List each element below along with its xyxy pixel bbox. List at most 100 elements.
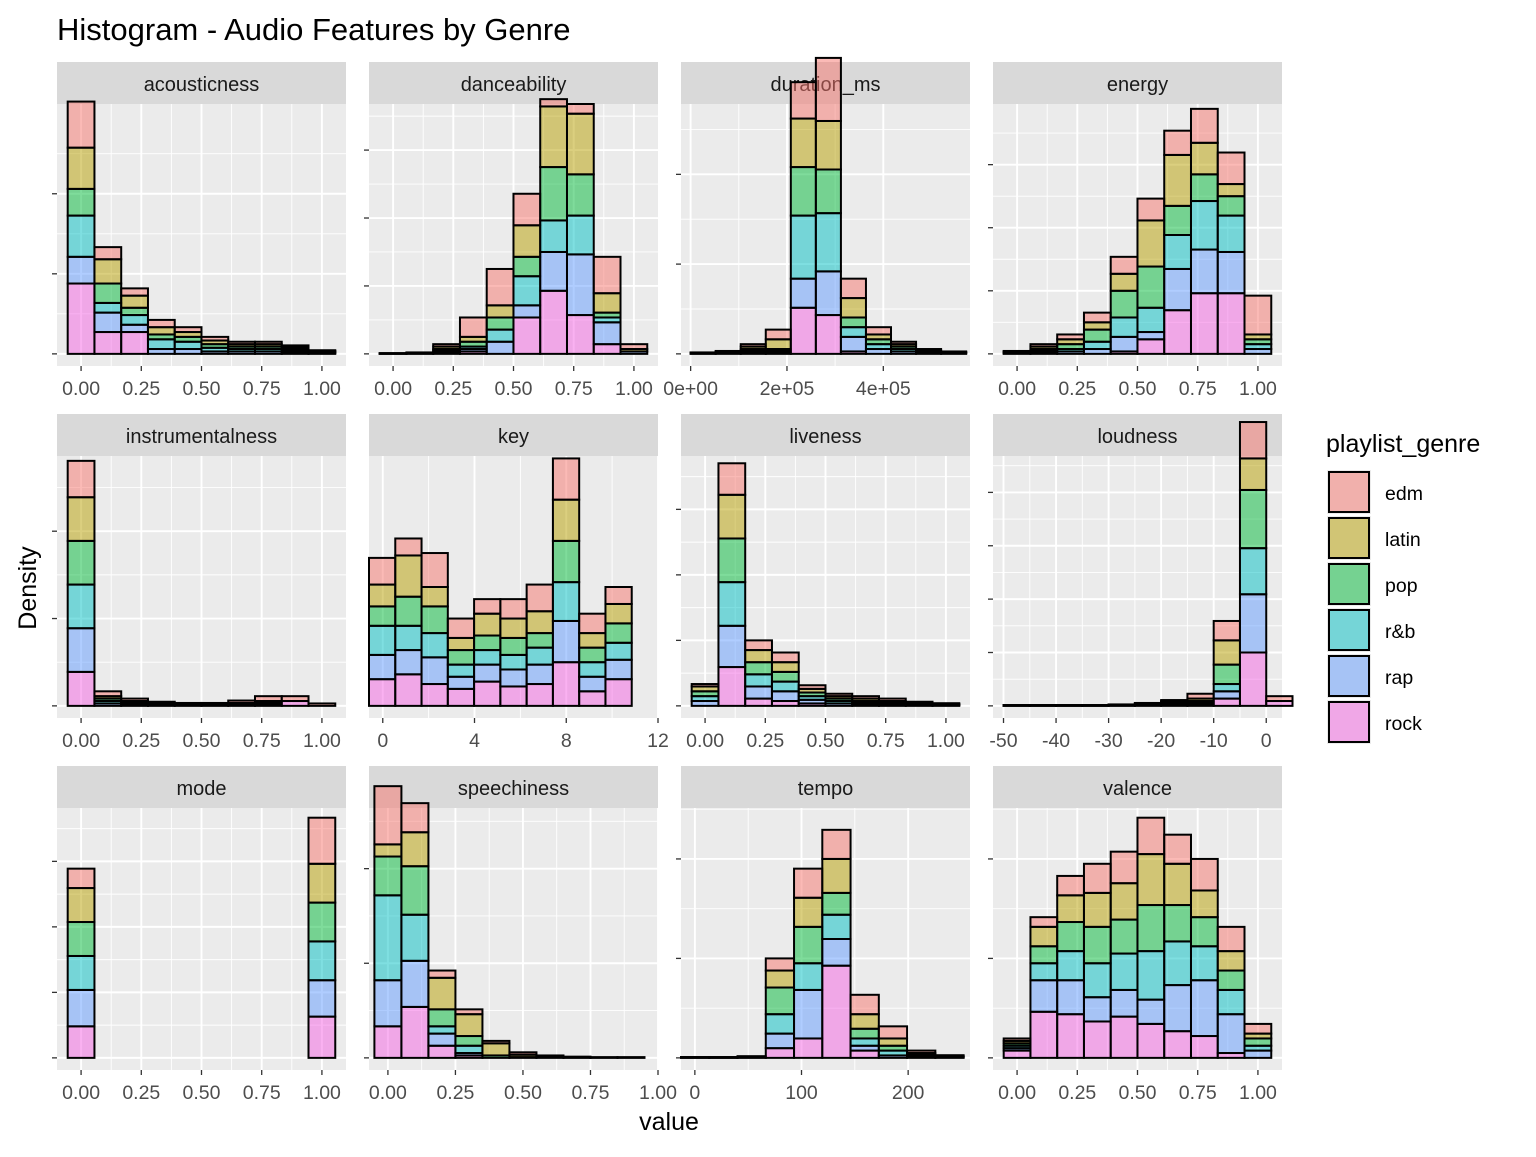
bar-segment-edm xyxy=(1164,131,1191,155)
bar-segment-rap xyxy=(422,657,448,684)
x-tick-label: -10 xyxy=(1200,730,1228,752)
bar-segment-edm xyxy=(121,699,148,701)
bar-segment-rnb xyxy=(1111,954,1138,990)
bar-segment-latin xyxy=(540,106,567,167)
bar-segment-edm xyxy=(1030,344,1057,346)
legend-item-pop: pop xyxy=(1327,562,1418,606)
bar-segment-rap xyxy=(309,980,336,1016)
bar-segment-latin xyxy=(500,619,526,638)
bar-segment-edm xyxy=(553,458,579,499)
bar-segment-rnb xyxy=(579,662,605,677)
bar-segment-latin xyxy=(1218,184,1245,196)
x-tick-label: -50 xyxy=(989,730,1017,752)
bar-segment-rock xyxy=(500,686,526,705)
bar-segment-rock xyxy=(605,679,631,706)
bar-segment-rnb xyxy=(68,585,95,629)
x-tick-label: 0 xyxy=(689,1082,700,1104)
bar-segment-latin xyxy=(1240,458,1266,490)
bar-segment-pop xyxy=(718,538,745,582)
bar-segment-edm xyxy=(68,102,95,148)
bar-segment-edm xyxy=(1030,917,1057,927)
bar-segment-rnb xyxy=(816,213,841,271)
bar-segment-rnb xyxy=(1030,963,1057,980)
bar-segment-edm xyxy=(692,684,719,686)
x-tick-label: 1.00 xyxy=(639,1082,677,1104)
bar-segment-rnb xyxy=(1191,201,1218,250)
facet-strip-label: valence xyxy=(1103,778,1172,800)
bar-segment-pop xyxy=(816,170,841,214)
bar-segment-edm xyxy=(68,869,95,888)
bar-segment-rap xyxy=(474,665,500,682)
bar-segment-latin xyxy=(816,121,841,170)
bar-segment-pop xyxy=(1218,971,1245,990)
bar-segment-rock xyxy=(1191,1036,1218,1058)
bar-segment-edm xyxy=(255,696,282,701)
bar-segment-pop xyxy=(851,1029,879,1039)
bar-segment-rap xyxy=(1218,252,1245,293)
bar-segment-latin xyxy=(822,859,850,893)
x-tick-label: 0 xyxy=(377,730,388,752)
bar-segment-edm xyxy=(851,995,879,1014)
bar-segment-rock xyxy=(851,1051,879,1058)
bar-segment-pop xyxy=(1214,665,1240,684)
bar-segment-edm xyxy=(487,269,514,305)
bar-segment-pop xyxy=(428,1009,455,1026)
bar-segment-rnb xyxy=(1164,235,1191,269)
bar-segment-latin xyxy=(374,844,401,856)
bar-segment-rock xyxy=(474,682,500,706)
facet-strip-label: energy xyxy=(1107,74,1168,96)
bar-segment-rnb xyxy=(841,327,866,337)
bar-segment-rnb xyxy=(851,1038,879,1045)
bar-segment-edm xyxy=(879,1026,907,1038)
bar-segment-pop xyxy=(579,648,605,663)
x-tick-label: 200 xyxy=(892,1082,925,1104)
bar-segment-pop xyxy=(791,167,816,216)
bar-segment-rap xyxy=(369,655,395,679)
bar-segment-pop xyxy=(121,308,148,315)
bar-segment-latin xyxy=(594,293,621,312)
bar-segment-edm xyxy=(94,691,121,696)
bar-segment-edm xyxy=(1187,694,1213,699)
bar-segment-rnb xyxy=(1111,317,1138,336)
bar-segment-edm xyxy=(794,869,822,898)
x-tick-label: 2e+05 xyxy=(760,378,815,400)
bar-segment-rnb xyxy=(1137,308,1164,332)
bar-segment-edm xyxy=(933,703,960,704)
bar-segment-pop xyxy=(474,636,500,651)
bar-segment-rnb xyxy=(513,276,540,305)
bar-segment-edm xyxy=(536,1055,563,1056)
bar-segment-edm xyxy=(255,342,282,344)
bar-segment-edm xyxy=(935,1055,963,1056)
bar-segment-rap xyxy=(1057,980,1084,1014)
bar-segment-rock xyxy=(794,1038,822,1057)
bar-segment-rnb xyxy=(567,216,594,255)
bar-segment-edm xyxy=(605,587,631,604)
bar-segment-latin xyxy=(1137,220,1164,266)
bar-segment-rap xyxy=(513,305,540,317)
bar-segment-edm xyxy=(1191,859,1218,891)
bar-segment-rock xyxy=(513,317,540,353)
bar-segment-edm xyxy=(799,685,826,689)
bar-segment-latin xyxy=(1218,951,1245,970)
bar-segment-edm xyxy=(309,703,336,705)
bar-segment-rap xyxy=(1191,980,1218,1036)
bar-segment-edm xyxy=(448,619,474,638)
bar-segment-edm xyxy=(228,701,255,703)
bar-segment-rnb xyxy=(487,330,514,342)
bar-segment-pop xyxy=(527,633,553,648)
legend-item-rock: rock xyxy=(1327,700,1422,744)
bar-segment-edm xyxy=(1137,199,1164,221)
bar-segment-pop xyxy=(841,317,866,327)
legend-label: latin xyxy=(1385,529,1421,551)
bar-segment-edm xyxy=(866,327,891,334)
bar-segment-latin xyxy=(474,614,500,636)
bar-segment-rnb xyxy=(766,1014,794,1033)
bar-segment-rnb xyxy=(395,626,421,650)
bar-segment-rap xyxy=(540,252,567,291)
facet-strip-label: mode xyxy=(176,778,226,800)
bar-segment-edm xyxy=(916,349,941,350)
